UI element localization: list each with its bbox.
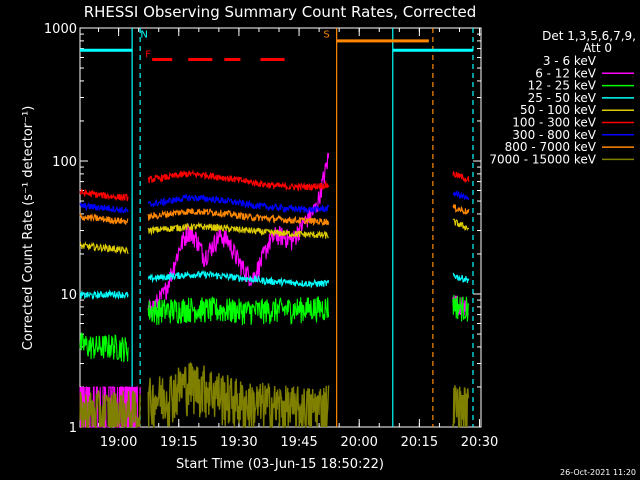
series-group [79, 152, 470, 429]
series-800-7000-keV [79, 204, 470, 227]
series-trace [147, 221, 329, 239]
series-trace [452, 190, 470, 201]
marker-lines [131, 28, 474, 427]
series-trace [79, 331, 129, 363]
annotation-bars [80, 39, 473, 61]
legend-label: 6 - 12 keV [535, 66, 597, 80]
series-trace [452, 218, 470, 231]
series-trace [79, 188, 129, 202]
y-tick-label: 100 [52, 155, 77, 170]
series-25-50-keV [79, 269, 470, 300]
y-tick-label: 10 [60, 288, 77, 303]
x-tick-label: 20:30 [461, 435, 498, 450]
legend-header-2: Att 0 [583, 41, 612, 55]
series-trace [147, 269, 330, 289]
series-trace [79, 241, 129, 255]
annotation-letter: N [140, 29, 147, 40]
x-axis-label: Start Time (03-Jun-15 18:50:22) [176, 457, 384, 472]
annotation-labels: NF S [140, 29, 329, 60]
annotation-letter: F [145, 50, 151, 61]
legend-label: 12 - 25 keV [528, 79, 597, 93]
series-12-25-keV [79, 294, 470, 363]
series-trace [147, 169, 330, 192]
series-trace [79, 201, 129, 215]
x-tick-label: 20:00 [340, 435, 377, 450]
series-trace [147, 295, 330, 326]
x-tick-label: 19:45 [280, 435, 317, 450]
series-100-300-keV [79, 169, 470, 202]
legend-header-1: Det 1,3,5,6,7,9, [542, 29, 636, 43]
series-7000-15000-keV [79, 362, 470, 429]
x-tick-label: 20:15 [401, 435, 438, 450]
legend-label: 50 - 100 keV [520, 103, 597, 117]
y-axis-label: Corrected Count Rate (s⁻¹ detector⁻¹) [21, 106, 36, 351]
timestamp: 26-Oct-2021 11:20 [560, 468, 636, 477]
legend-label: 800 - 7000 keV [505, 140, 597, 154]
legend-label: 7000 - 15000 keV [489, 152, 596, 166]
chart-title: RHESSI Observing Summary Count Rates, Co… [84, 3, 477, 21]
x-tick-label: 19:30 [220, 435, 257, 450]
series-trace [147, 193, 330, 214]
plot-frame [79, 27, 482, 428]
series-trace [79, 212, 129, 225]
series-trace [147, 362, 330, 428]
series-trace [452, 385, 470, 428]
series-trace [79, 390, 141, 429]
series-trace [452, 272, 470, 284]
legend-label: 25 - 50 keV [528, 91, 597, 105]
y-tick-label: 1 [69, 421, 77, 436]
y-tick-label: 1000 [44, 22, 77, 37]
series-trace [147, 208, 330, 227]
series-6-12-keV [79, 152, 470, 428]
series-50-100-keV [79, 218, 470, 255]
legend-label: 3 - 6 keV [543, 54, 597, 68]
legend-label: 300 - 800 keV [512, 128, 596, 142]
x-tick-label: 19:15 [160, 435, 197, 450]
annotation-letter: S [323, 29, 329, 40]
x-tick-label: 19:00 [100, 435, 137, 450]
series-trace [452, 170, 470, 184]
series-trace [79, 288, 129, 300]
series-trace [147, 168, 330, 323]
series-trace [452, 294, 470, 322]
series-300-800-keV [79, 190, 470, 215]
series-trace [147, 152, 330, 318]
y-axis: 1 10 100 1000 [44, 22, 481, 436]
series-trace [452, 204, 470, 215]
legend-label: 100 - 300 keV [512, 116, 596, 130]
